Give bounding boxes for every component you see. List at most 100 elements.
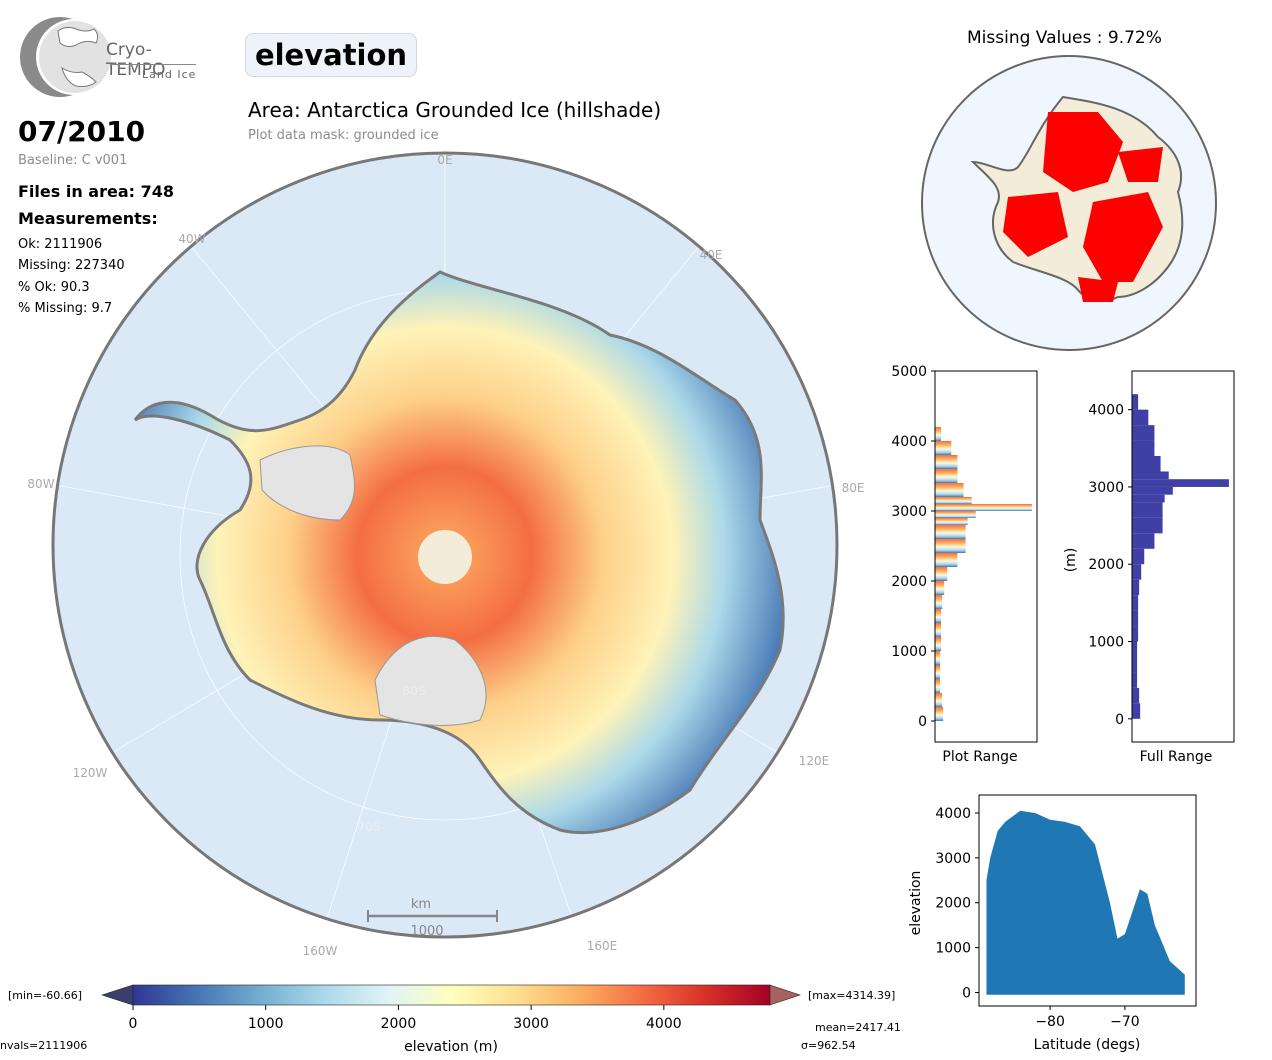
logo-rule — [110, 64, 196, 65]
sigma-label: σ=962.54 — [801, 1039, 856, 1052]
hist-bar — [935, 693, 943, 707]
scale-unit: km — [411, 897, 431, 912]
colorbar-tick-label: 0 — [129, 1016, 138, 1032]
scatter-xlabel: Latitude (degs) — [1034, 1037, 1141, 1053]
scatter-ytick: 1000 — [935, 941, 971, 957]
hist-bar — [935, 609, 942, 623]
colorbar-max-arrow — [769, 984, 801, 1006]
colorbar-max-label: [max=4314.39] — [808, 989, 895, 1002]
colorbar-tick-label: 4000 — [646, 1016, 682, 1032]
scatter-plot: 0 1000 2000 3000 4000 −80 −70 elevation Latitu… — [908, 794, 1197, 1053]
lon-label-40w: 40W — [178, 232, 205, 246]
hist-full-range: 0 1000 2000 3000 4000 (m) Full Range — [1063, 370, 1235, 765]
hist-bar — [1132, 409, 1149, 426]
colorbar-ticks: 0 1000 2000 3000 4000 — [129, 1005, 682, 1032]
missing-count: Missing: 227340 — [18, 258, 125, 273]
weddell-ice-shelf — [259, 445, 355, 521]
ytick-label: 3000 — [891, 504, 927, 520]
scatter-xtick: −70 — [1110, 1014, 1140, 1030]
hist-bar — [935, 553, 958, 567]
scatter-frame — [978, 794, 1197, 1007]
scatter-points — [986, 810, 1185, 995]
hist-bar — [1132, 626, 1139, 642]
hist-bar — [935, 567, 948, 581]
pct-ok: % Ok: 90.3 — [18, 280, 90, 295]
hist-bar — [1132, 471, 1169, 480]
hist-bar — [935, 707, 944, 721]
logo-subtitle: Land Ice — [142, 68, 197, 81]
hist-bar — [1132, 610, 1139, 627]
ytick-label: 1000 — [891, 644, 927, 660]
hist-bar — [1132, 517, 1163, 534]
lon-label-160e: 160E — [587, 939, 618, 953]
files-count: Files in area: 748 — [18, 182, 174, 201]
hist-bar — [935, 455, 958, 469]
ytick-label: 2000 — [1088, 557, 1124, 573]
lon-label-160w: 160W — [303, 944, 338, 958]
missing-map — [921, 55, 1217, 351]
hist-bar — [935, 427, 942, 441]
hist-bar — [935, 441, 952, 455]
scatter-ytick: 2000 — [935, 896, 971, 912]
mask-note: Plot data mask: grounded ice — [248, 128, 439, 143]
date-label: 07/2010 — [18, 115, 146, 148]
ytick-label: 4000 — [891, 434, 927, 450]
ytick-label: 2000 — [891, 574, 927, 590]
hist-plot-range: 0 1000 2000 3000 4000 5000 Plot Range — [891, 364, 1038, 765]
scatter-ytick: 4000 — [935, 806, 971, 822]
baseline-label: Baseline: C v001 — [18, 153, 128, 168]
lon-label-0e: 0E — [437, 153, 452, 167]
hist2-xlabel: Full Range — [1140, 749, 1213, 765]
hist-bar — [1132, 579, 1140, 596]
lon-label-120w: 120W — [73, 766, 108, 780]
hist-bar — [1132, 486, 1173, 495]
missing-map-pole — [1061, 193, 1079, 211]
hist-bar — [935, 539, 966, 553]
hist-bar — [1132, 456, 1161, 472]
hist-bar — [935, 623, 942, 637]
hist-bar — [1132, 656, 1138, 673]
ytick-label: 5000 — [891, 364, 927, 380]
hist2-frame — [1131, 370, 1235, 743]
scale-length: 1000 — [410, 924, 443, 939]
logo-title: Cryo-TEMPO — [106, 40, 166, 80]
colorbar-tick-label: 2000 — [381, 1016, 417, 1032]
parameter-title: elevation — [245, 33, 417, 77]
hist-bar — [1132, 502, 1163, 518]
hist-bar — [1132, 548, 1145, 565]
hist1-bars — [935, 427, 1032, 721]
hist-bar — [1132, 394, 1139, 410]
colorbar-gradient — [132, 984, 771, 1006]
hist-bar — [935, 595, 943, 609]
ytick-label: 4000 — [1088, 403, 1124, 419]
lat-label-70s: 70S — [358, 820, 381, 834]
area-title: Area: Antarctica Grounded Ice (hillshade… — [248, 98, 662, 122]
nvals-label: nvals=2111906 — [0, 1039, 87, 1052]
lon-label-80e: 80E — [842, 481, 865, 495]
missing-map-title: Missing Values : 9.72% — [967, 28, 1162, 48]
hist-bar — [935, 665, 941, 679]
colorbar-tick-label: 1000 — [248, 1016, 284, 1032]
colorbar-min-arrow — [101, 984, 134, 1006]
colorbar-xlabel: elevation (m) — [404, 1039, 498, 1055]
missing-value-regions — [1003, 112, 1163, 302]
hist-bar — [935, 581, 945, 595]
scatter-ytick: 0 — [962, 986, 971, 1002]
scatter-ticks: 0 1000 2000 3000 4000 −80 −70 — [935, 806, 1139, 1030]
colorbar-min-label: [min=-60.66] — [8, 989, 82, 1002]
scale-bar: km 1000 — [367, 897, 498, 939]
lon-label-80w: 80W — [27, 477, 54, 491]
hist-bar — [935, 637, 942, 651]
hist-bar — [1132, 494, 1165, 503]
scatter-xtick: −80 — [1035, 1014, 1065, 1030]
hist-bar — [1132, 440, 1155, 457]
main-map: 0E 40W 40E 80W 80E 120W 120E 160W 160E 8… — [27, 151, 865, 958]
pole-hole — [418, 530, 472, 584]
hist-bar — [1132, 672, 1138, 688]
hist2-yticks: 0 1000 2000 3000 4000 — [1088, 403, 1132, 728]
hist1-yticks: 0 1000 2000 3000 4000 5000 — [891, 364, 935, 730]
ytick-label: 0 — [1115, 712, 1124, 728]
lat-label-80s: 80S — [403, 684, 426, 698]
hist-bar — [1132, 479, 1229, 487]
ok-count: Ok: 2111906 — [18, 237, 103, 252]
